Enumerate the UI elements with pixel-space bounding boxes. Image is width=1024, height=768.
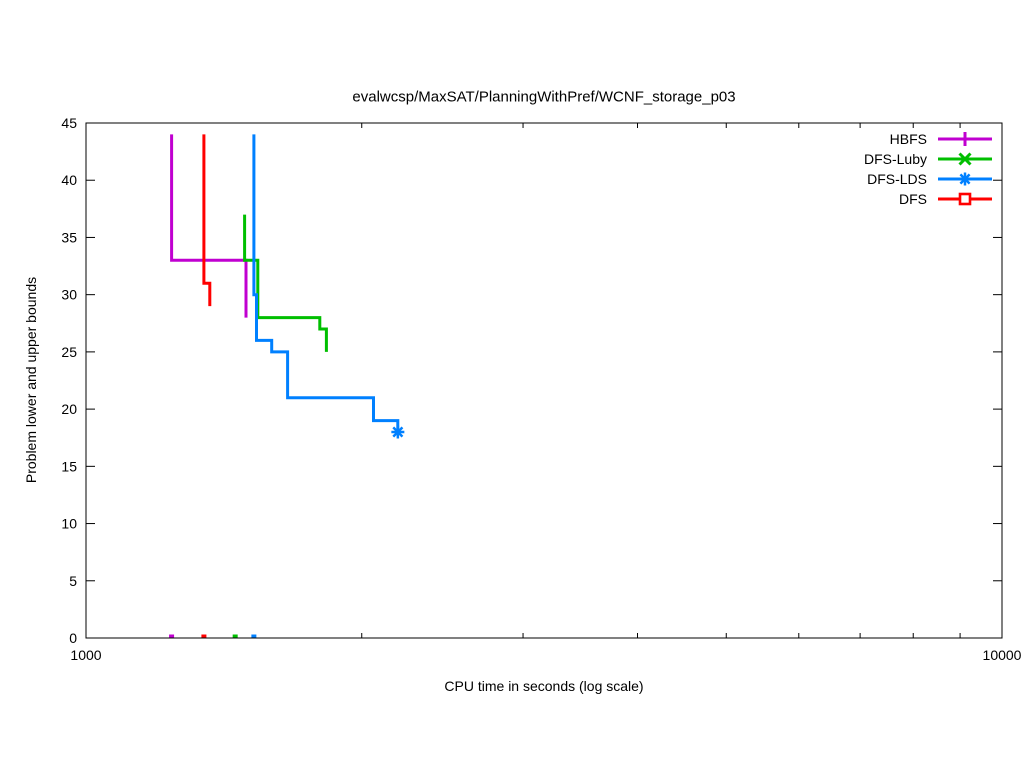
- x-axis-label: CPU time in seconds (log scale): [444, 678, 644, 694]
- series-line-DFS-Luby: [243, 214, 328, 352]
- y-tick-label: 45: [61, 115, 77, 131]
- lb-mark-DFS: [201, 634, 207, 638]
- y-tick-label: 15: [61, 458, 77, 474]
- legend-label: HBFS: [889, 131, 927, 147]
- y-tick-label: 0: [69, 630, 77, 646]
- y-tick-label: 30: [61, 287, 77, 303]
- legend-line-sample: [938, 192, 992, 206]
- legend-label: DFS-LDS: [867, 171, 927, 187]
- y-tick-label: 25: [61, 344, 77, 360]
- series-line-HBFS: [170, 134, 248, 318]
- lb-mark-HBFS: [169, 634, 175, 638]
- legend-line-sample: [938, 172, 992, 186]
- legend-line-sample: [938, 152, 992, 166]
- legend-marker-square: [958, 192, 972, 206]
- legend: HBFS DFS-Luby DFS-LDS DFS: [864, 129, 994, 209]
- y-axis-label: Problem lower and upper bounds: [23, 276, 39, 484]
- series-line-DFS-LDS: [252, 134, 400, 432]
- x-tick-label: 1000: [70, 647, 101, 663]
- y-tick-label: 10: [61, 516, 77, 532]
- legend-entry-hbfs: HBFS: [864, 129, 994, 149]
- lb-mark-DFS-Luby: [232, 634, 238, 638]
- y-tick-label: 35: [61, 229, 77, 245]
- lb-mark-DFS-LDS: [251, 634, 257, 638]
- legend-line-sample: [938, 132, 992, 146]
- legend-label: DFS: [899, 191, 927, 207]
- end-marker-DFS-LDS: [391, 425, 405, 439]
- legend-entry-dfs: DFS: [864, 189, 994, 209]
- legend-marker-x: [958, 152, 972, 166]
- y-tick-label: 20: [61, 401, 77, 417]
- series-line-DFS: [202, 134, 212, 307]
- legend-label: DFS-Luby: [863, 151, 927, 167]
- legend-marker-plus: [958, 132, 972, 146]
- chart-title: evalwcsp/MaxSAT/PlanningWithPref/WCNF_st…: [352, 88, 736, 106]
- plot-border: [85, 122, 1003, 639]
- legend-entry-dfs-luby: DFS-Luby: [864, 149, 994, 169]
- y-tick-label: 40: [61, 172, 77, 188]
- legend-entry-dfs-lds: DFS-LDS: [864, 169, 994, 189]
- y-tick-label: 5: [69, 573, 77, 589]
- legend-marker-asterisk: [958, 172, 972, 186]
- x-tick-label: 10000: [983, 647, 1022, 663]
